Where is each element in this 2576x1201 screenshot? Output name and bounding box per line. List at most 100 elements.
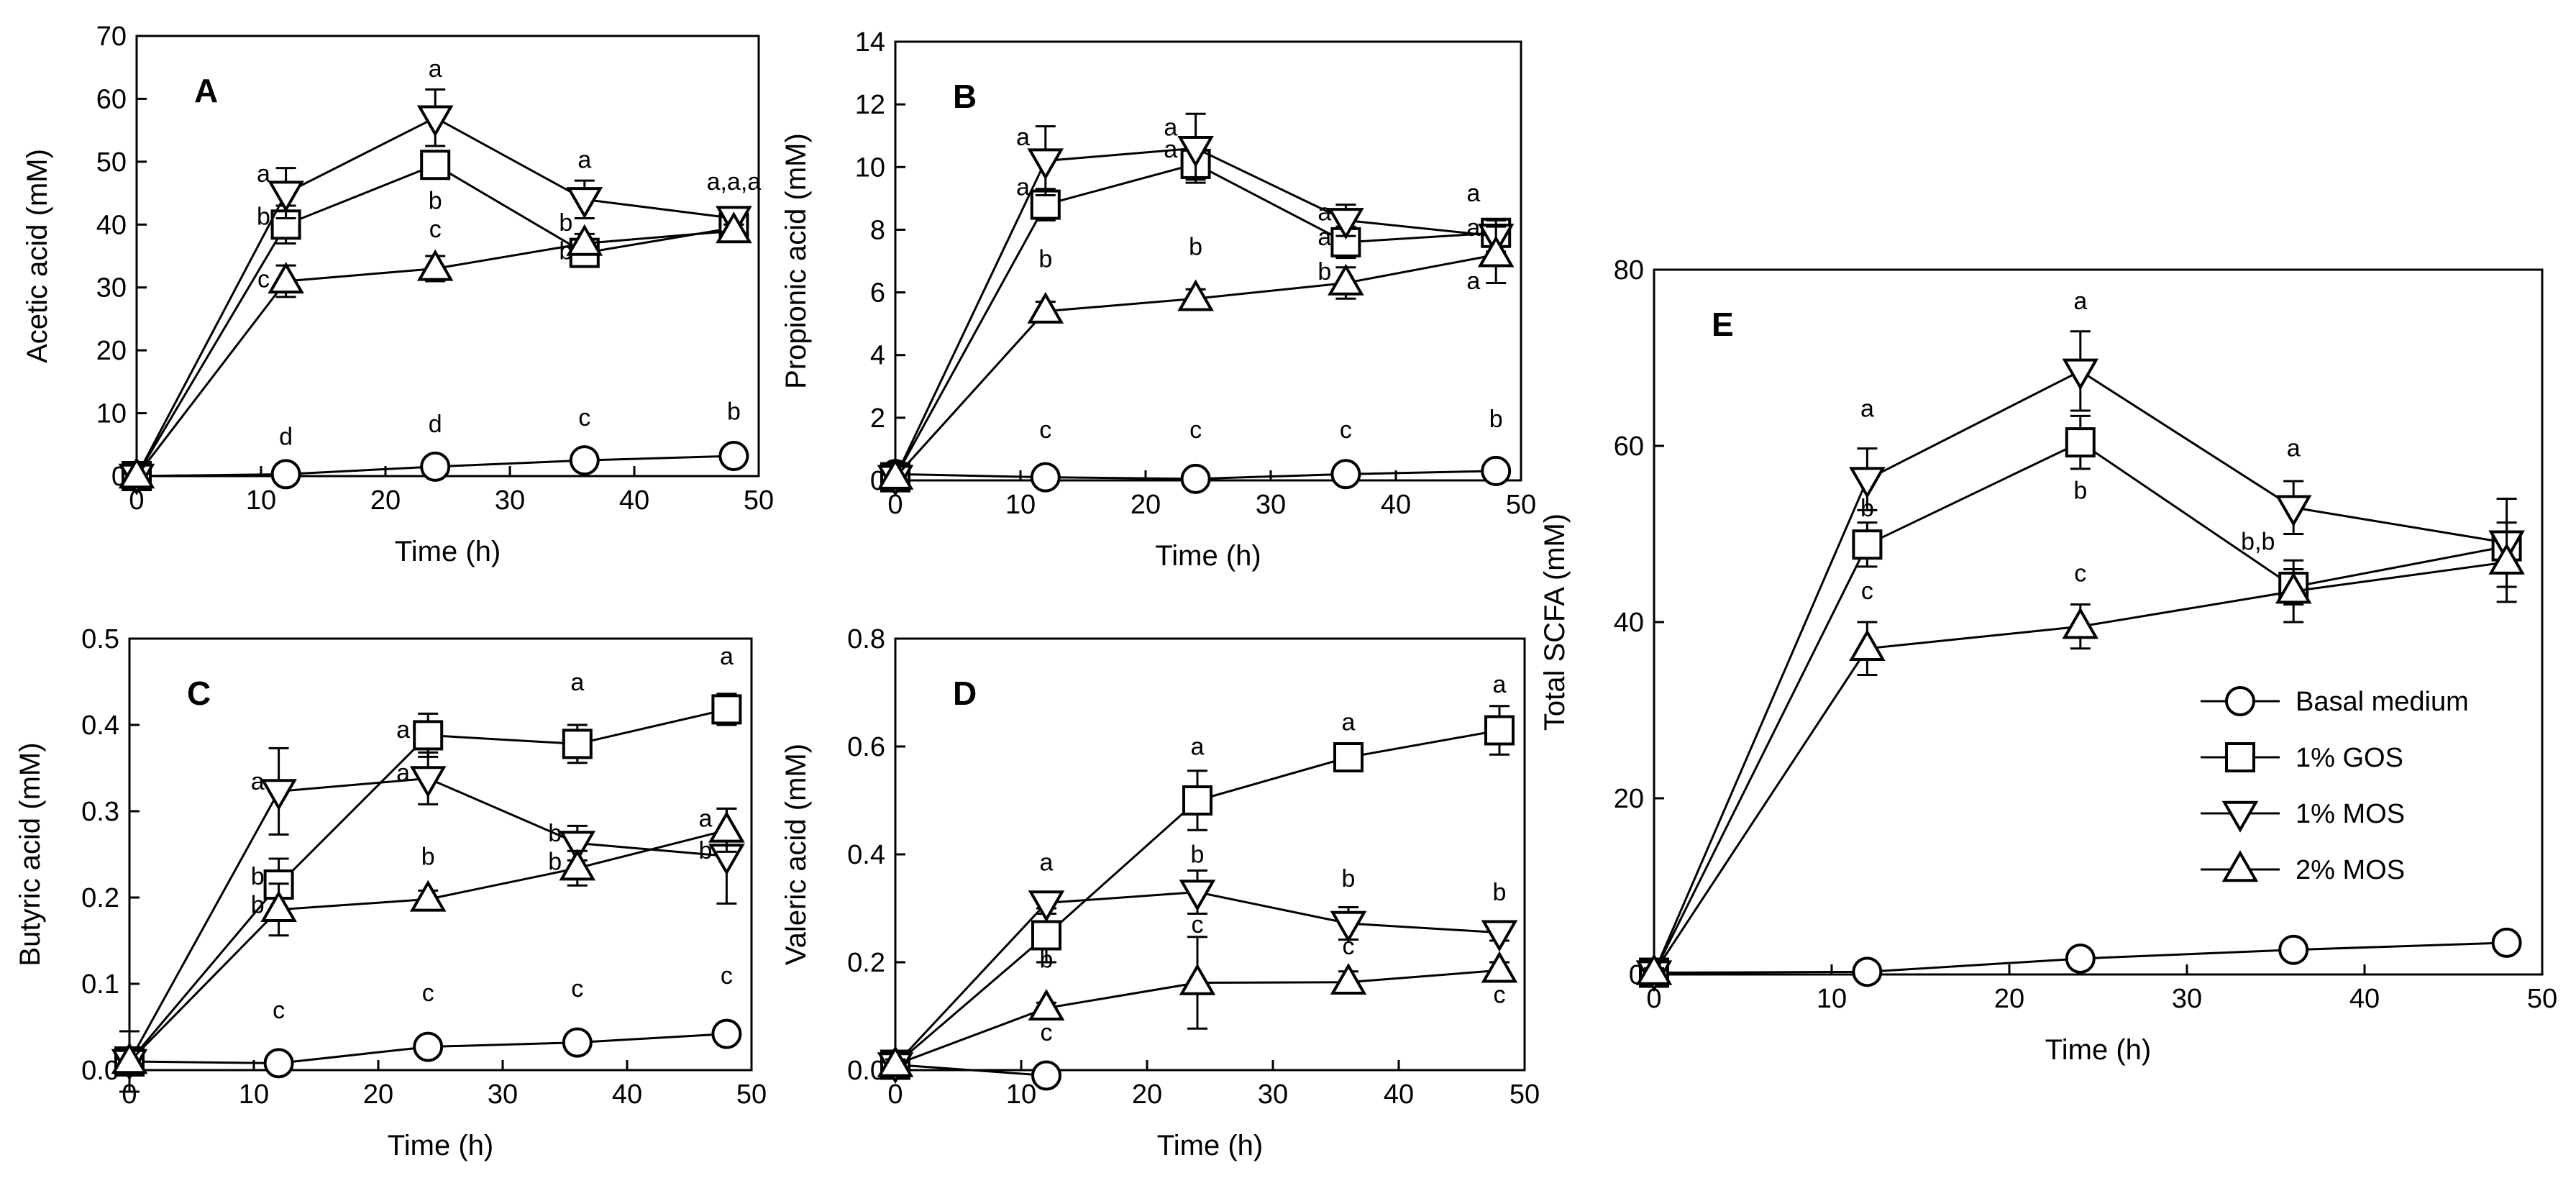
significance-label: a bbox=[1317, 198, 1331, 226]
data-point bbox=[1027, 148, 1064, 181]
data-point bbox=[1849, 467, 1886, 499]
significance-label: b bbox=[429, 187, 442, 214]
significance-label: a bbox=[1317, 224, 1331, 251]
data-point bbox=[2488, 542, 2525, 575]
data-point bbox=[2065, 943, 2096, 974]
y-tick-label: 60 bbox=[96, 84, 127, 114]
significance-label: a bbox=[251, 768, 265, 795]
significance-label: a bbox=[1040, 849, 1054, 877]
x-tick-label: 50 bbox=[744, 485, 774, 516]
significance-label: d bbox=[279, 423, 293, 450]
data-point bbox=[718, 441, 749, 472]
x-tick-label: 10 bbox=[1005, 490, 1036, 520]
x-tick-label: 40 bbox=[1381, 490, 1411, 520]
series-basal-medium bbox=[880, 455, 1512, 494]
significance-label: a bbox=[577, 147, 591, 174]
legend-marker bbox=[2225, 742, 2255, 772]
y-axis-label: Total SCFA (mM) bbox=[1539, 513, 1571, 731]
plot-frame bbox=[128, 637, 753, 1072]
data-point bbox=[1180, 463, 1211, 494]
x-tick-label: 30 bbox=[495, 485, 525, 516]
data-point bbox=[1477, 235, 1515, 268]
data-point bbox=[1849, 629, 1886, 661]
x-tick-label: 20 bbox=[363, 1079, 393, 1110]
significance-label: a bbox=[396, 759, 410, 787]
legend-label: 1% GOS bbox=[2296, 743, 2403, 773]
significance-label: b bbox=[699, 837, 713, 864]
data-point bbox=[1481, 920, 1518, 952]
data-point bbox=[2275, 495, 2312, 527]
panel-letter: B bbox=[953, 78, 977, 115]
significance-label: c bbox=[1192, 911, 1204, 939]
data-point bbox=[877, 457, 914, 490]
y-tick-label: 14 bbox=[855, 27, 885, 58]
x-tick-label: 0 bbox=[1646, 984, 1661, 1014]
significance-label: b bbox=[1493, 879, 1507, 906]
data-point bbox=[1481, 455, 1512, 486]
y-tick-label: 40 bbox=[1614, 608, 1644, 638]
data-point bbox=[1328, 208, 1364, 240]
x-tick-label: 10 bbox=[246, 485, 276, 516]
significance-label: a bbox=[2073, 288, 2087, 315]
significance-label: d bbox=[429, 411, 442, 438]
x-tick-label: 50 bbox=[736, 1079, 767, 1110]
x-tick-label: 20 bbox=[1132, 1079, 1162, 1110]
legend-marker bbox=[2221, 800, 2259, 833]
significance-label: c bbox=[273, 997, 285, 1024]
y-tick-label: 0.2 bbox=[847, 948, 885, 978]
significance-label: b bbox=[559, 237, 572, 265]
x-axis-label: Time (h) bbox=[1157, 1130, 1263, 1161]
data-point bbox=[413, 720, 444, 751]
significance-label: b bbox=[257, 203, 270, 230]
panel-letter: E bbox=[1712, 306, 1734, 343]
y-tick-label: 0.4 bbox=[847, 840, 885, 870]
x-tick-label: 10 bbox=[1817, 984, 1847, 1014]
panel-letter: D bbox=[953, 675, 977, 712]
x-tick-label: 40 bbox=[2349, 984, 2380, 1014]
data-point bbox=[409, 766, 447, 798]
data-point bbox=[1027, 291, 1064, 324]
data-point bbox=[1030, 462, 1061, 493]
significance-label: a bbox=[257, 160, 270, 188]
significance-label: b bbox=[1860, 495, 1874, 522]
significance-label: b bbox=[1040, 946, 1054, 974]
data-point bbox=[1330, 910, 1367, 943]
data-point bbox=[2278, 934, 2309, 965]
data-point bbox=[270, 459, 301, 490]
x-axis-label: Time (h) bbox=[395, 536, 501, 567]
significance-label: c bbox=[1189, 416, 1202, 444]
data-point bbox=[2491, 927, 2522, 958]
significance-label: b bbox=[2073, 478, 2087, 505]
significance-label: a bbox=[1466, 268, 1480, 295]
legend-marker bbox=[2225, 686, 2255, 716]
data-point bbox=[1028, 890, 1065, 923]
significance-label: b bbox=[1038, 246, 1052, 273]
data-point bbox=[1330, 962, 1367, 995]
y-tick-label: 6 bbox=[870, 278, 885, 309]
x-tick-label: 20 bbox=[1994, 984, 2024, 1014]
plot-frame bbox=[894, 637, 1526, 1072]
y-tick-label: 80 bbox=[1614, 255, 1644, 286]
significance-label: a bbox=[396, 716, 410, 744]
significance-label: a bbox=[429, 55, 442, 83]
y-tick-label: 12 bbox=[855, 90, 885, 120]
significance-label: a,a,a bbox=[707, 168, 762, 196]
data-point bbox=[566, 224, 603, 256]
significance-label: c bbox=[1041, 1019, 1053, 1046]
significance-label: c bbox=[2074, 560, 2086, 588]
x-tick-label: 10 bbox=[1006, 1079, 1036, 1110]
significance-label: c bbox=[578, 404, 590, 431]
data-point bbox=[1481, 951, 1518, 983]
data-point bbox=[1484, 715, 1515, 746]
y-tick-label: 0.3 bbox=[81, 797, 119, 827]
significance-label: a bbox=[1860, 396, 1874, 423]
y-tick-label: 4 bbox=[870, 341, 885, 371]
significance-label: b bbox=[1189, 233, 1202, 260]
y-tick-label: 0.8 bbox=[847, 624, 885, 654]
series-2-mos bbox=[118, 211, 752, 489]
significance-label: b bbox=[559, 209, 572, 237]
data-point bbox=[562, 1027, 593, 1058]
significance-label: b bbox=[727, 398, 741, 425]
significance-label: a bbox=[720, 643, 734, 670]
